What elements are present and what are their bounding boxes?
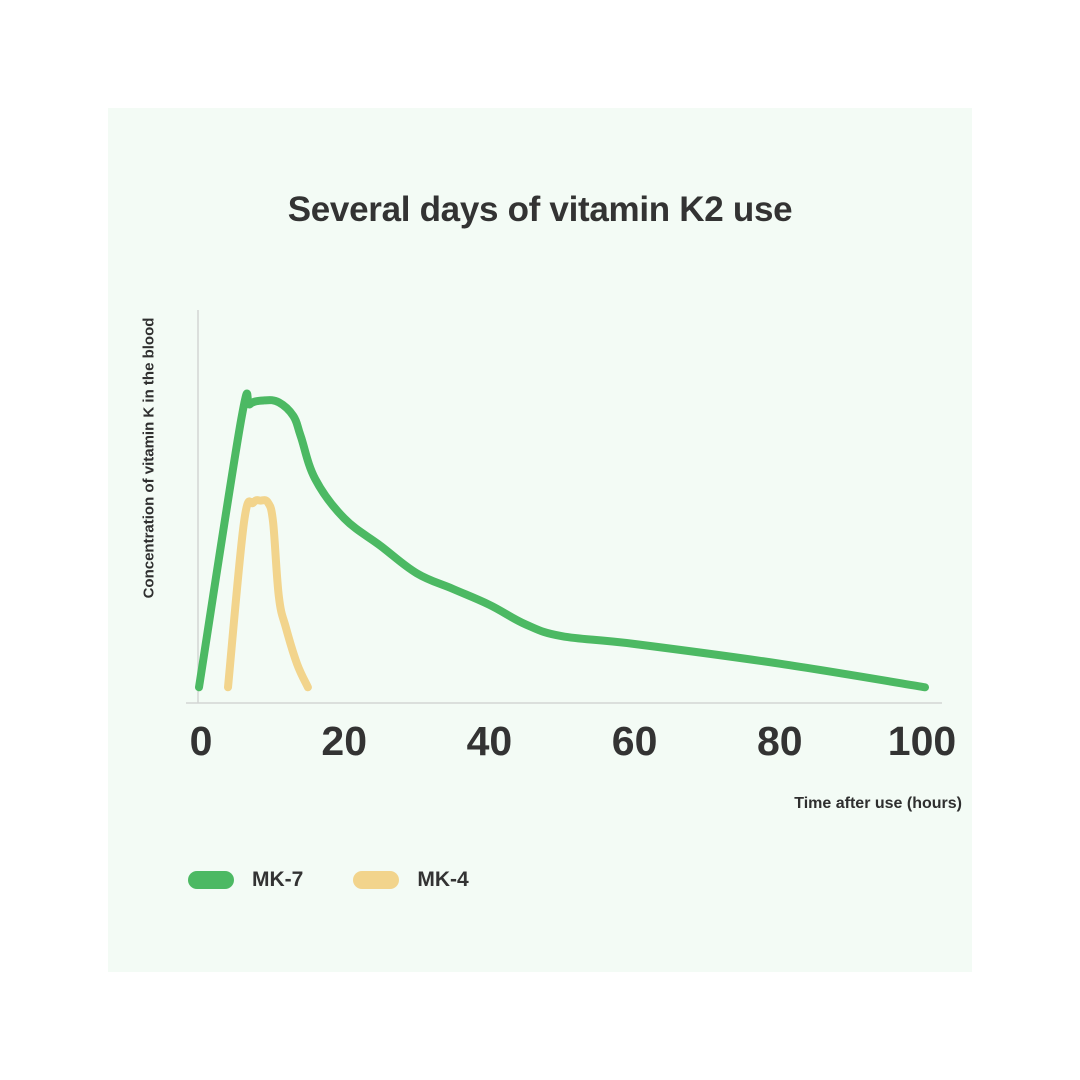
legend-item-mk4: MK-4	[353, 868, 469, 892]
series-line-mk7	[195, 389, 929, 692]
legend-item-mk7: MK-7	[188, 868, 303, 892]
x-tick-label: 0	[190, 718, 213, 764]
x-tick-label: 20	[321, 718, 367, 764]
y-axis-label: Concentration of vitamin K in the blood	[140, 317, 158, 599]
x-tick-label: 80	[757, 718, 803, 764]
x-tick-label: 60	[612, 718, 658, 764]
legend-swatch-mk4	[353, 871, 400, 889]
legend-label-mk7: MK-7	[252, 868, 304, 891]
series-line-mk4	[224, 496, 312, 692]
x-tick-label: 100	[888, 718, 956, 764]
legend: MK-7 MK-4	[188, 868, 519, 892]
chart-title: Several days of vitamin K2 use	[287, 190, 793, 229]
x-tick-label: 40	[467, 718, 513, 764]
legend-swatch-mk7	[188, 871, 234, 889]
legend-label-mk4: MK-4	[417, 868, 469, 891]
chart-card	[108, 108, 972, 972]
x-axis-label: Time after use (hours)	[794, 795, 962, 812]
